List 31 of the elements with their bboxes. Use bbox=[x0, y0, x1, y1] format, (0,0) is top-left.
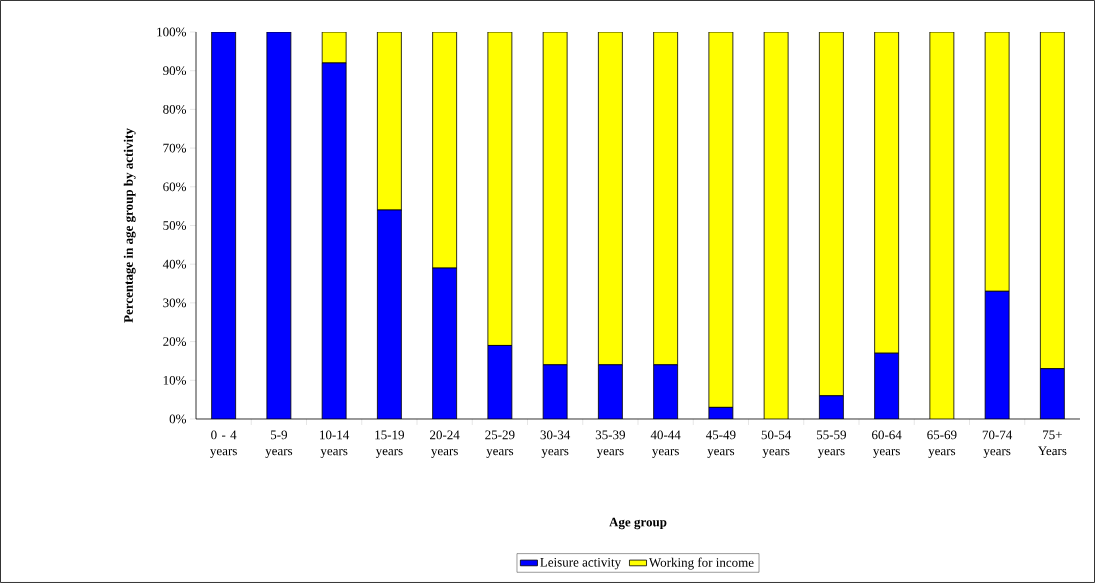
x-tick-label: 5-9 years bbox=[265, 430, 293, 458]
x-tick-label: 25-29 years bbox=[485, 430, 515, 458]
y-tick-label: 30% bbox=[163, 298, 187, 308]
x-tick-label: 15-19 years bbox=[375, 430, 405, 458]
x-tick-label: 60-64 years bbox=[872, 430, 902, 458]
x-tick-label: 55-59 years bbox=[816, 430, 846, 458]
x-axis-title: Age group bbox=[609, 517, 667, 530]
legend-label: Working for income bbox=[648, 557, 754, 570]
x-tick-label: 10-14 years bbox=[320, 430, 350, 458]
y-tick-label: 90% bbox=[163, 66, 187, 76]
y-tick-label: 0% bbox=[169, 414, 187, 424]
y-tick-label: 50% bbox=[163, 221, 187, 230]
x-tick-label: 75+ Years bbox=[1038, 430, 1067, 456]
y-tick-label: 100% bbox=[157, 27, 187, 37]
y-tick-label: 10% bbox=[163, 375, 187, 385]
x-tick-label: 50-54 years bbox=[761, 430, 792, 458]
x-tick-label: 0 - 4 years bbox=[210, 430, 237, 458]
y-axis-title: Percentage in age group by activity bbox=[123, 128, 136, 323]
y-tick-label: 80% bbox=[163, 104, 187, 114]
x-tick-label: 70-74 years bbox=[982, 430, 1013, 458]
y-tick-label: 40% bbox=[162, 259, 187, 269]
x-tick-label: 35-39 years bbox=[595, 430, 625, 458]
y-tick-label: 70% bbox=[163, 143, 187, 153]
x-tick-label: 20-24 years bbox=[430, 430, 460, 458]
x-tick-label: 30-34 years bbox=[540, 430, 571, 458]
y-tick-label: 60% bbox=[163, 182, 187, 192]
y-tick-label: 20% bbox=[163, 337, 187, 346]
x-tick-label: 45-49 years bbox=[705, 430, 736, 458]
x-tick-label: 65-69 years bbox=[927, 430, 957, 458]
legend-label: Leisure activity bbox=[540, 557, 622, 570]
x-tick-label: 40-44 years bbox=[650, 430, 681, 458]
